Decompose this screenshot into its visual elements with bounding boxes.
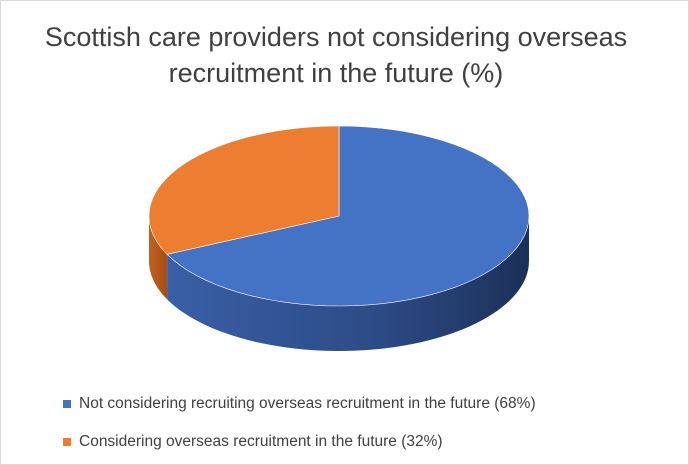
slice-side xyxy=(167,216,529,351)
legend-label: Considering overseas recruitment in the … xyxy=(79,433,443,450)
legend: Not considering recruiting overseas recr… xyxy=(63,385,536,461)
pie-area xyxy=(148,125,530,351)
legend-swatch xyxy=(63,400,71,408)
slice xyxy=(166,125,530,307)
legend-item: Not considering recruiting overseas recr… xyxy=(63,385,536,423)
slice xyxy=(148,125,340,255)
legend-label: Not considering recruiting overseas recr… xyxy=(79,395,536,412)
legend-swatch xyxy=(63,438,71,446)
legend-item: Considering overseas recruitment in the … xyxy=(63,423,536,461)
slice-side xyxy=(149,216,168,300)
chart-title: Scottish care providers not considering … xyxy=(44,22,628,88)
